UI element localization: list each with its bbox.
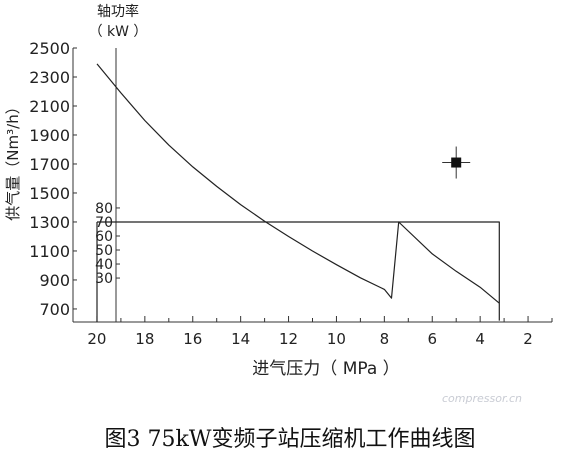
- x-axis-title: 进气压力（ MPa ）: [252, 359, 399, 379]
- power-tick-label: 80: [95, 201, 113, 217]
- y-tick-label: 1500: [29, 184, 70, 203]
- y-tick-label: 2300: [29, 68, 70, 87]
- y-tick-label: 700: [39, 300, 70, 319]
- x-tick-label: 12: [279, 330, 298, 348]
- watermark: compressor.cn: [442, 392, 522, 405]
- square-marker-icon: [451, 157, 462, 168]
- x-tick-label: 16: [183, 330, 202, 348]
- power-tick-label: 50: [95, 243, 113, 259]
- power-tick-label: 70: [95, 215, 113, 231]
- y-tick-label: 1700: [29, 155, 70, 174]
- y-tick-label: 2100: [29, 97, 70, 116]
- y-tick-label: 1900: [29, 126, 70, 145]
- y-tick-label: 1300: [29, 213, 70, 232]
- series-line-2: [97, 221, 500, 321]
- x-tick-label: 20: [87, 330, 106, 348]
- power-tick-label: 60: [95, 229, 113, 245]
- x-tick-label: 2: [523, 330, 533, 348]
- x-tick-label: 14: [231, 330, 250, 348]
- x-tick-label: 6: [427, 330, 437, 348]
- y-tick-label: 900: [39, 271, 70, 290]
- x-tick-label: 18: [135, 330, 154, 348]
- y-tick-label: 2500: [29, 39, 70, 58]
- x-tick-label: 8: [380, 330, 390, 348]
- y-tick-label: 1100: [29, 242, 70, 261]
- power-tick-label: 40: [95, 257, 113, 273]
- power-axis-title-line2: （ kW ）: [89, 24, 148, 40]
- y-axis-title: 供气量（Nm³/h）: [4, 99, 22, 220]
- series-line-1: [96, 63, 500, 304]
- x-tick-label: 10: [327, 330, 346, 348]
- x-tick-label: 4: [475, 330, 485, 348]
- power-tick-label: 30: [95, 271, 113, 287]
- axes: [72, 48, 552, 323]
- figure-caption: 图3 75kW变频子站压缩机工作曲线图: [105, 427, 476, 452]
- power-axis-title-line1: 轴功率: [97, 3, 139, 20]
